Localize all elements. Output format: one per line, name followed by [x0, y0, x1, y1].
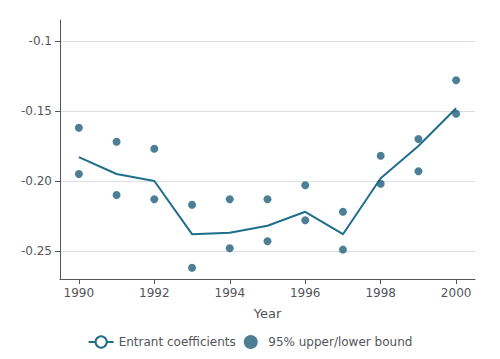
- svg-text:1996: 1996: [290, 286, 321, 300]
- svg-text:1992: 1992: [139, 286, 170, 300]
- svg-text:Year: Year: [253, 306, 282, 321]
- svg-text:1998: 1998: [365, 286, 396, 300]
- svg-text:-0.1: -0.1: [29, 34, 52, 48]
- svg-text:2000: 2000: [441, 286, 472, 300]
- svg-text:1994: 1994: [214, 286, 245, 300]
- svg-text:Entrant coefficients: Entrant coefficients: [119, 335, 236, 349]
- svg-text:-0.20: -0.20: [21, 174, 52, 188]
- svg-text:-0.25: -0.25: [21, 244, 52, 258]
- svg-text:95% upper/lower bound: 95% upper/lower bound: [268, 335, 412, 349]
- svg-text:1990: 1990: [64, 286, 95, 300]
- svg-text:-0.15: -0.15: [21, 104, 52, 118]
